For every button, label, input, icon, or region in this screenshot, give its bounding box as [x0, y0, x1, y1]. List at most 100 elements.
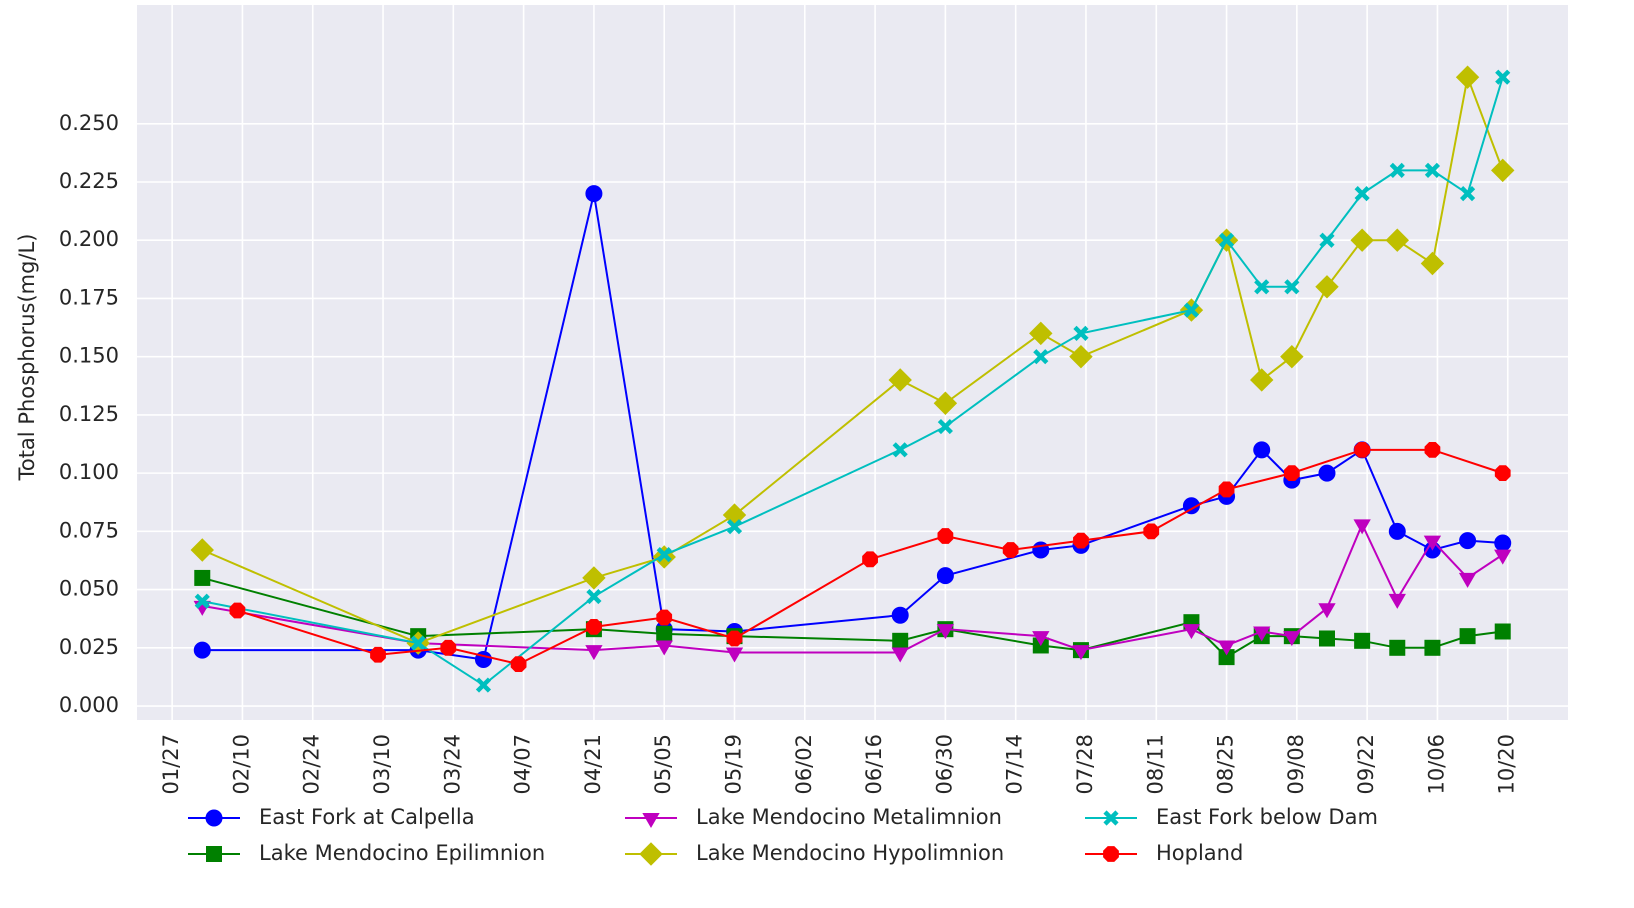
- y-tick-label: 0.000: [59, 693, 119, 717]
- marker: [1218, 232, 1235, 248]
- marker: [1182, 497, 1200, 515]
- marker: [1103, 846, 1119, 862]
- y-tick-label: 0.025: [59, 635, 119, 659]
- marker: [582, 566, 606, 590]
- marker: [194, 593, 210, 609]
- marker: [1389, 162, 1405, 178]
- marker: [1353, 519, 1371, 535]
- marker: [1032, 631, 1050, 647]
- marker: [1388, 593, 1406, 609]
- x-tick-label: 06/02: [792, 734, 816, 795]
- marker: [1350, 228, 1374, 252]
- marker: [1218, 481, 1235, 498]
- marker: [1253, 626, 1271, 642]
- x-tick-label: 08/11: [1143, 734, 1167, 795]
- x-tick-label: 07/14: [1003, 734, 1027, 795]
- marker: [1280, 344, 1304, 369]
- marker: [937, 528, 954, 544]
- marker: [190, 538, 214, 562]
- marker: [1072, 645, 1090, 661]
- x-tick-label: 05/19: [722, 734, 746, 795]
- legend-entry: Lake Mendocino Epilimnion: [188, 841, 545, 865]
- y-tick-label: 0.050: [59, 577, 119, 601]
- marker: [510, 656, 527, 672]
- marker: [585, 185, 603, 203]
- legend-label: Lake Mendocino Metalimnion: [696, 805, 1002, 829]
- marker: [1283, 465, 1300, 482]
- marker: [370, 646, 386, 663]
- plot-area: [137, 5, 1568, 720]
- marker: [1459, 532, 1477, 550]
- x-tick-label: 02/10: [229, 734, 253, 795]
- x-tick-label: 03/24: [440, 734, 464, 795]
- x-tick-label: 06/30: [932, 734, 956, 795]
- marker: [936, 624, 955, 640]
- marker: [193, 641, 211, 659]
- marker: [229, 602, 246, 619]
- series: [229, 441, 1511, 672]
- marker: [475, 677, 492, 693]
- marker: [585, 645, 603, 661]
- marker: [1354, 186, 1370, 202]
- legend-entry: Lake Mendocino Metalimnion: [625, 805, 1002, 829]
- marker: [1423, 535, 1442, 551]
- x-tick-label: 05/05: [651, 734, 675, 795]
- marker: [1424, 639, 1441, 656]
- marker: [194, 569, 211, 586]
- marker: [440, 639, 457, 656]
- y-tick-label: 0.150: [59, 344, 119, 368]
- marker: [1183, 302, 1200, 318]
- marker: [1073, 325, 1089, 341]
- marker: [1385, 228, 1409, 252]
- marker: [586, 618, 602, 635]
- marker: [1494, 534, 1512, 552]
- marker: [1318, 603, 1336, 619]
- marker: [1315, 275, 1339, 299]
- marker: [892, 442, 908, 458]
- marker: [891, 647, 909, 663]
- marker: [206, 846, 222, 862]
- marker: [1318, 464, 1336, 482]
- marker: [1318, 630, 1335, 647]
- legend-label: East Fork below Dam: [1156, 805, 1378, 829]
- marker: [1250, 368, 1274, 392]
- marker: [1029, 321, 1053, 346]
- marker: [655, 640, 673, 656]
- series: [194, 69, 1511, 693]
- series: [193, 519, 1512, 663]
- marker: [725, 647, 744, 663]
- marker: [891, 606, 909, 624]
- marker: [936, 567, 954, 585]
- legend-entry: East Fork below Dam: [1085, 805, 1378, 829]
- marker: [1253, 441, 1271, 459]
- marker: [1494, 549, 1512, 565]
- marker: [1033, 349, 1049, 365]
- marker: [937, 418, 953, 435]
- series-line: [202, 193, 1503, 661]
- legend-label: Hopland: [1156, 841, 1243, 865]
- marker: [1002, 542, 1019, 558]
- marker: [1284, 279, 1300, 295]
- marker: [1459, 628, 1476, 645]
- y-tick-label: 0.175: [59, 285, 119, 309]
- marker: [1459, 186, 1476, 202]
- y-tick-label: 0.250: [59, 111, 119, 135]
- marker: [888, 368, 912, 392]
- y-axis-label: Total Phosphorus(mg/L): [15, 234, 39, 482]
- marker: [726, 519, 743, 535]
- legend-label: East Fork at Calpella: [259, 805, 475, 829]
- x-tick-label: 08/25: [1214, 734, 1238, 795]
- marker: [656, 609, 673, 626]
- legend-entry: Hopland: [1085, 841, 1243, 865]
- marker: [1073, 532, 1089, 549]
- marker: [1455, 65, 1480, 89]
- marker: [1389, 639, 1406, 656]
- legend-label: Lake Mendocino Epilimnion: [259, 841, 545, 865]
- marker: [892, 632, 909, 649]
- marker: [1354, 441, 1371, 458]
- x-tick-label: 02/24: [300, 734, 324, 795]
- marker: [1354, 632, 1371, 649]
- marker: [656, 547, 672, 563]
- marker: [1217, 640, 1236, 656]
